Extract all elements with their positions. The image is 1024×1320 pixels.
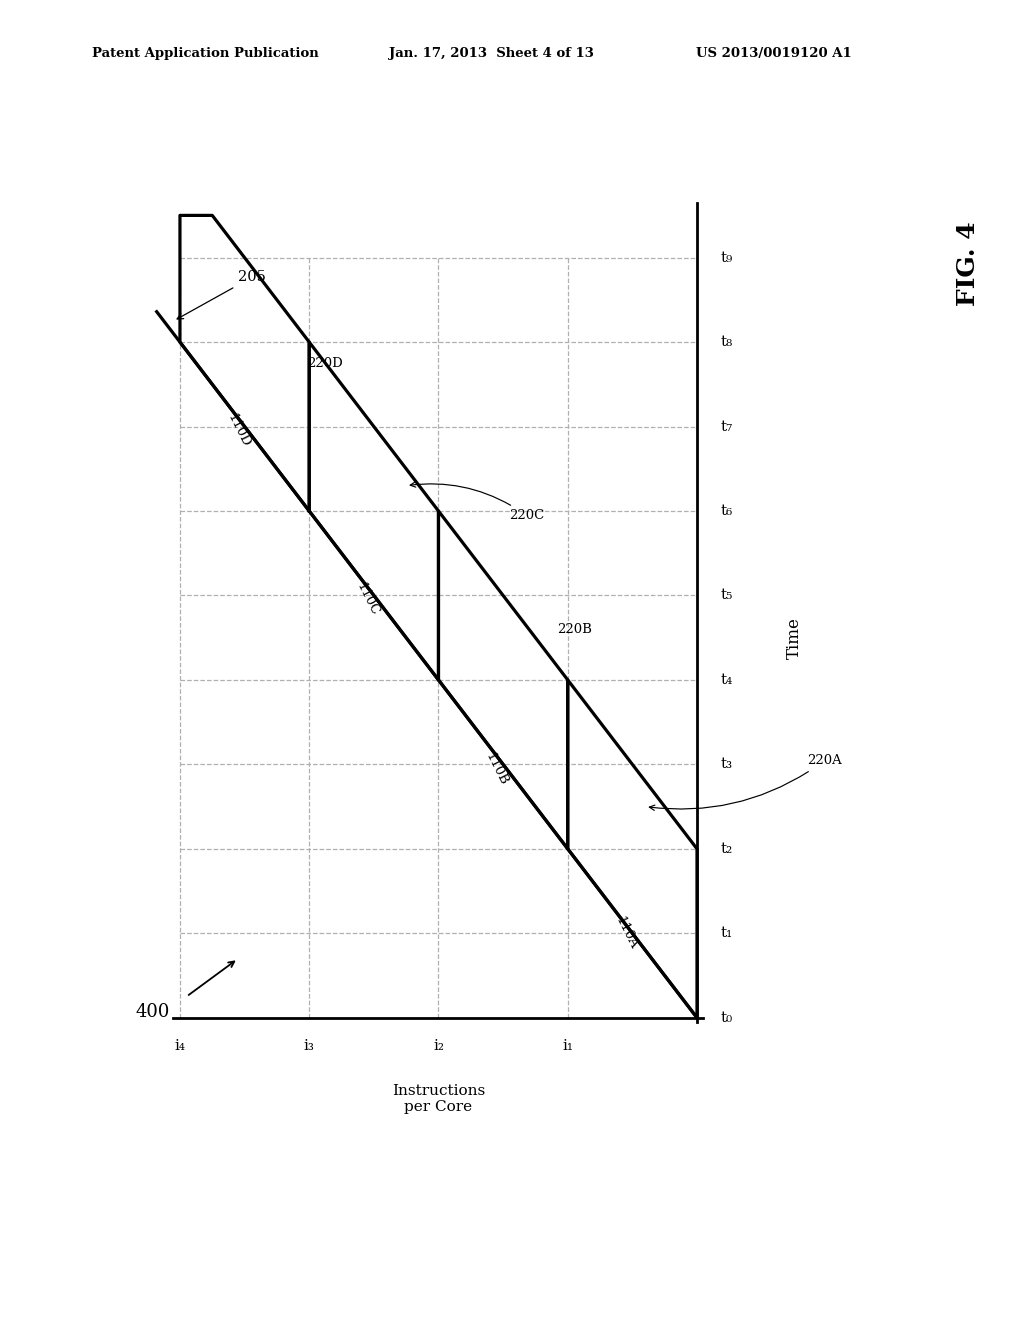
Text: 400: 400 [135,1003,170,1020]
Text: Jan. 17, 2013  Sheet 4 of 13: Jan. 17, 2013 Sheet 4 of 13 [389,46,594,59]
Text: t₉: t₉ [720,251,732,264]
Text: i₃: i₃ [304,1039,314,1053]
Text: Patent Application Publication: Patent Application Publication [92,46,318,59]
Text: Instructions
per Core: Instructions per Core [392,1084,485,1114]
Text: t₂: t₂ [720,842,732,855]
Text: 205: 205 [177,271,266,319]
Text: t₅: t₅ [720,589,732,602]
Text: t₈: t₈ [720,335,732,348]
Text: 220C: 220C [411,482,545,523]
Text: Time: Time [785,616,803,659]
Text: t₃: t₃ [720,758,732,771]
Text: t₁: t₁ [720,927,732,940]
Text: t₆: t₆ [720,504,732,517]
Text: 220D: 220D [307,356,343,370]
Text: 220B: 220B [557,623,592,636]
Text: i₂: i₂ [433,1039,444,1053]
Text: i₁: i₁ [562,1039,573,1053]
Text: 220A: 220A [649,754,842,810]
Text: 110A: 110A [612,915,639,952]
Text: 110D: 110D [224,412,252,450]
Text: 110C: 110C [353,581,381,618]
Text: i₄: i₄ [174,1039,185,1053]
Text: t₀: t₀ [720,1011,732,1024]
Text: US 2013/0019120 A1: US 2013/0019120 A1 [696,46,852,59]
Text: FIG. 4: FIG. 4 [955,222,980,306]
Text: t₄: t₄ [720,673,732,686]
Text: t₇: t₇ [720,420,732,433]
Text: 110B: 110B [483,750,510,787]
